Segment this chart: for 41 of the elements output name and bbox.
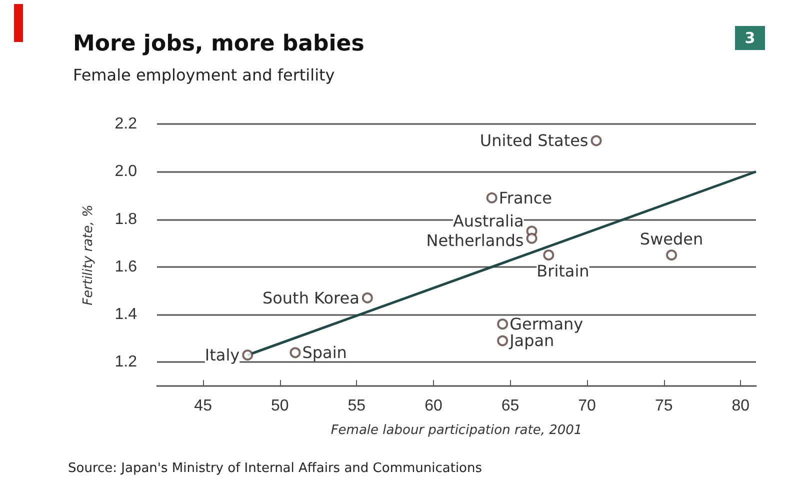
annotation: Britain [536, 262, 590, 280]
point [590, 135, 602, 146]
x-axis-title: Female labour participation rate, 2001 [330, 423, 582, 438]
point [290, 347, 301, 358]
y-tick-label: 1.2 [114, 354, 138, 371]
text: 3 [735, 26, 765, 50]
source-note: Source: Japan's Ministry of Internal Affairs and Communications [68, 461, 482, 476]
x-tick-label: 50 [270, 398, 289, 414]
annotation: Germany [510, 314, 584, 334]
x-tick-label: 45 [194, 398, 212, 414]
y-axis-title: Fertility rate, % [81, 204, 96, 306]
x-tick-label: 60 [424, 398, 442, 414]
point [666, 250, 678, 260]
point [242, 350, 254, 361]
y-tick-label: 1.8 [114, 210, 138, 228]
point [543, 250, 554, 260]
annotation: France [498, 188, 552, 208]
annotation: United States [480, 131, 588, 150]
annotation: Japan [508, 331, 554, 350]
annotation: South Korea [262, 288, 360, 308]
x-tick-label: 75 [654, 398, 673, 414]
point [526, 232, 538, 244]
x-tick-label: 80 [732, 398, 750, 414]
point [362, 292, 373, 304]
chart-title: More jobs, more babies [73, 32, 364, 56]
point [497, 335, 508, 346]
annotation: Netherlands [426, 230, 524, 250]
annotation: Sweden [640, 230, 704, 248]
y-tick-label: 1.6 [114, 258, 138, 276]
point [497, 318, 508, 330]
x-tick-label: 70 [578, 398, 596, 414]
annotation: Italy [204, 346, 240, 365]
annotation: Australia [452, 212, 524, 231]
x-tick-label: 55 [348, 398, 366, 414]
x-tick-label: 65 [501, 398, 520, 414]
y-tick-label: 2.0 [114, 163, 138, 180]
point [486, 192, 498, 204]
chart-subtitle: Female employment and fertility [73, 66, 335, 84]
y-tick-label: 2.2 [114, 116, 138, 132]
annotation: Spain [302, 343, 347, 362]
y-tick-label: 1.4 [114, 306, 138, 324]
